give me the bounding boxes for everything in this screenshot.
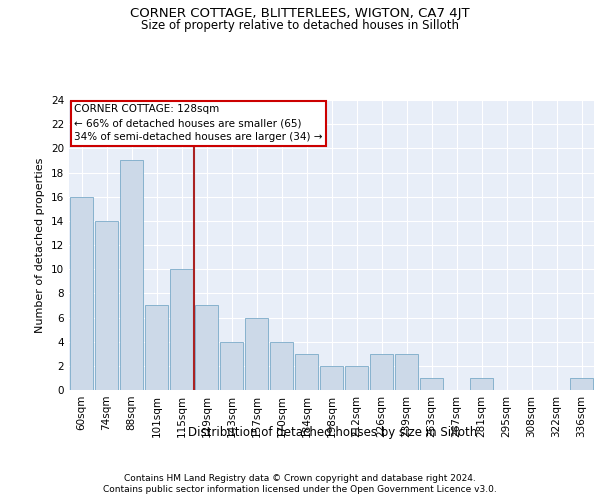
Bar xyxy=(370,354,393,390)
Text: CORNER COTTAGE: 128sqm
← 66% of detached houses are smaller (65)
34% of semi-det: CORNER COTTAGE: 128sqm ← 66% of detached… xyxy=(74,104,323,142)
Text: Contains HM Land Registry data © Crown copyright and database right 2024.: Contains HM Land Registry data © Crown c… xyxy=(124,474,476,483)
Text: CORNER COTTAGE, BLITTERLEES, WIGTON, CA7 4JT: CORNER COTTAGE, BLITTERLEES, WIGTON, CA7… xyxy=(130,8,470,20)
Bar xyxy=(570,378,593,390)
Bar xyxy=(345,366,368,390)
Text: Distribution of detached houses by size in Silloth: Distribution of detached houses by size … xyxy=(188,426,478,439)
Bar xyxy=(320,366,343,390)
Bar xyxy=(145,306,168,390)
Bar xyxy=(420,378,443,390)
Bar xyxy=(245,318,268,390)
Bar xyxy=(395,354,418,390)
Bar xyxy=(295,354,318,390)
Text: Size of property relative to detached houses in Silloth: Size of property relative to detached ho… xyxy=(141,18,459,32)
Bar xyxy=(95,221,118,390)
Bar xyxy=(70,196,93,390)
Bar xyxy=(470,378,493,390)
Text: Contains public sector information licensed under the Open Government Licence v3: Contains public sector information licen… xyxy=(103,485,497,494)
Bar xyxy=(170,269,193,390)
Bar xyxy=(195,306,218,390)
Y-axis label: Number of detached properties: Number of detached properties xyxy=(35,158,46,332)
Bar xyxy=(120,160,143,390)
Bar xyxy=(220,342,243,390)
Bar xyxy=(270,342,293,390)
